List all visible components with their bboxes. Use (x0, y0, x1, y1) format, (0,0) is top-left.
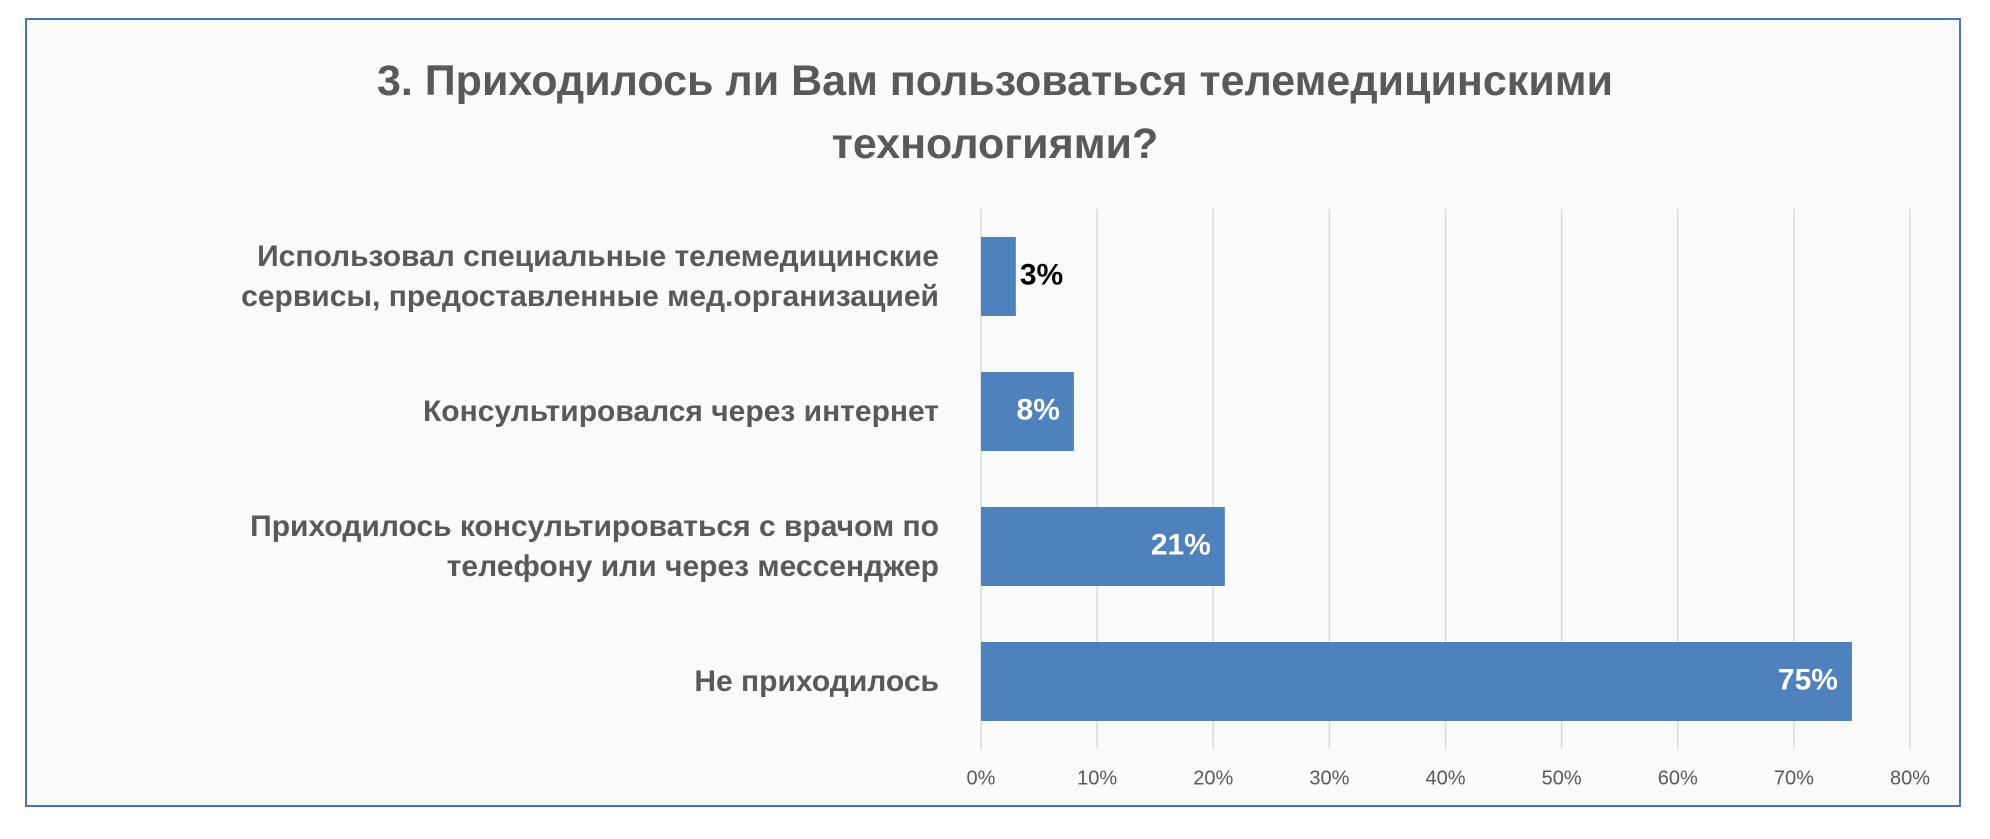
x-tick-label: 0% (967, 767, 996, 789)
x-tick-label: 60% (1658, 767, 1698, 789)
data-label: 21% (1151, 528, 1211, 561)
x-tick-label: 20% (1193, 767, 1233, 789)
x-tick-label: 10% (1077, 767, 1117, 789)
x-tick-label: 50% (1542, 767, 1582, 789)
data-label: 75% (1778, 663, 1838, 696)
chart-title: 3. Приходилось ли Вам пользоваться телем… (376, 57, 1614, 168)
x-tick-label: 40% (1425, 767, 1465, 789)
category-label: Приходилось консультироваться с врачом п… (250, 509, 939, 583)
bar (981, 372, 1074, 451)
category-label: Консультировался через интернет (422, 394, 939, 428)
x-tick-label: 80% (1890, 767, 1930, 789)
category-label: Использовал специальные телемедицинские … (241, 239, 939, 313)
bar (981, 507, 1225, 586)
category-label: Не приходилось (694, 664, 939, 698)
data-label: 8% (1017, 393, 1060, 426)
bar (981, 237, 1016, 316)
bar (981, 642, 1852, 721)
data-label: 3% (1020, 258, 1063, 291)
x-tick-label: 70% (1774, 767, 1814, 789)
x-tick-label: 30% (1309, 767, 1349, 789)
